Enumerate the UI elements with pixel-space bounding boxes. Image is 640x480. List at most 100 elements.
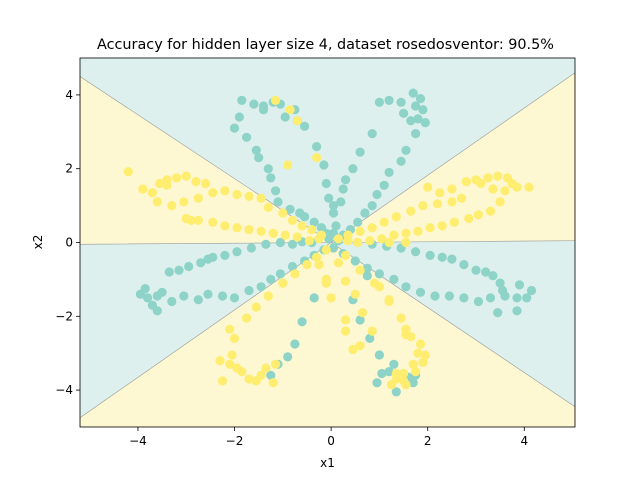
data-point xyxy=(143,293,153,303)
data-point xyxy=(447,197,457,207)
data-point xyxy=(229,333,240,343)
data-point xyxy=(164,267,174,277)
data-point xyxy=(360,208,370,218)
data-point xyxy=(208,217,218,227)
data-point xyxy=(321,245,331,255)
data-point xyxy=(167,201,177,211)
data-point xyxy=(263,202,273,212)
data-point xyxy=(193,193,203,203)
data-point xyxy=(266,370,276,380)
data-point xyxy=(401,145,411,155)
data-point xyxy=(408,88,418,98)
series-class-1 xyxy=(123,95,534,390)
data-point xyxy=(147,188,157,198)
data-point xyxy=(420,350,430,360)
data-point xyxy=(372,189,382,200)
data-point xyxy=(524,182,534,192)
decision-region-1 xyxy=(330,72,575,243)
data-point xyxy=(225,324,235,334)
data-point xyxy=(152,197,162,207)
data-point xyxy=(522,293,532,303)
data-point xyxy=(321,178,331,189)
data-point xyxy=(418,201,428,211)
data-point xyxy=(312,252,322,262)
data-point xyxy=(309,217,319,227)
data-point xyxy=(278,208,288,218)
y-axis-label: x2 xyxy=(31,235,45,250)
data-point xyxy=(302,260,312,270)
data-point xyxy=(179,197,189,207)
data-point xyxy=(172,173,182,183)
data-point xyxy=(290,339,300,349)
data-point xyxy=(304,236,314,246)
data-point xyxy=(261,363,271,373)
data-point xyxy=(341,315,351,325)
data-point xyxy=(401,282,411,292)
data-point xyxy=(184,261,194,272)
data-point xyxy=(191,177,201,187)
data-point xyxy=(326,293,336,303)
data-point xyxy=(464,213,474,224)
data-point xyxy=(232,223,242,233)
x-axis-label: x1 xyxy=(320,456,335,470)
data-point xyxy=(251,302,261,312)
data-point xyxy=(232,189,242,200)
data-point xyxy=(365,236,375,246)
data-point xyxy=(374,350,384,360)
data-point xyxy=(485,206,496,216)
data-point xyxy=(459,260,469,270)
data-point xyxy=(324,193,334,203)
data-point xyxy=(280,230,290,240)
data-point xyxy=(193,295,203,305)
data-point xyxy=(425,223,435,233)
data-point xyxy=(135,289,145,299)
data-point xyxy=(447,184,457,194)
x-axis-ticks: −4 −2 0 2 4 xyxy=(129,427,528,448)
data-point xyxy=(399,108,409,118)
data-point xyxy=(338,184,348,194)
data-point xyxy=(406,116,416,126)
data-point xyxy=(459,293,469,303)
data-point xyxy=(314,234,324,244)
data-point xyxy=(418,357,428,367)
data-point xyxy=(167,296,177,307)
data-point xyxy=(220,250,230,260)
data-point xyxy=(437,221,447,231)
data-point xyxy=(418,105,428,115)
data-point xyxy=(208,252,218,262)
data-point xyxy=(307,225,317,235)
data-point xyxy=(389,359,399,369)
data-point xyxy=(300,121,310,131)
y-tick-label: 2 xyxy=(65,162,73,176)
data-point xyxy=(138,184,148,194)
data-point xyxy=(420,118,430,128)
x-tick-label: 2 xyxy=(424,434,432,448)
data-point xyxy=(355,341,365,351)
data-point xyxy=(367,201,377,211)
data-point xyxy=(341,326,351,336)
data-point xyxy=(290,269,300,279)
data-point xyxy=(242,132,252,142)
data-point xyxy=(283,160,293,170)
x-tick-label: 4 xyxy=(520,434,528,448)
data-point xyxy=(456,193,467,203)
data-point xyxy=(415,287,426,297)
data-point xyxy=(292,116,302,126)
data-point xyxy=(348,164,358,174)
data-point xyxy=(314,260,324,270)
data-point xyxy=(444,291,454,301)
data-point xyxy=(297,317,307,327)
data-point xyxy=(333,234,343,244)
data-point xyxy=(220,186,230,196)
data-point xyxy=(384,295,394,305)
data-point xyxy=(483,173,493,183)
data-point xyxy=(514,280,525,290)
data-point xyxy=(493,308,503,318)
data-point xyxy=(162,180,172,190)
data-point xyxy=(481,267,491,277)
data-point xyxy=(391,387,401,397)
data-point xyxy=(355,315,365,325)
data-point xyxy=(217,291,228,301)
decision-region-2 xyxy=(80,242,575,427)
